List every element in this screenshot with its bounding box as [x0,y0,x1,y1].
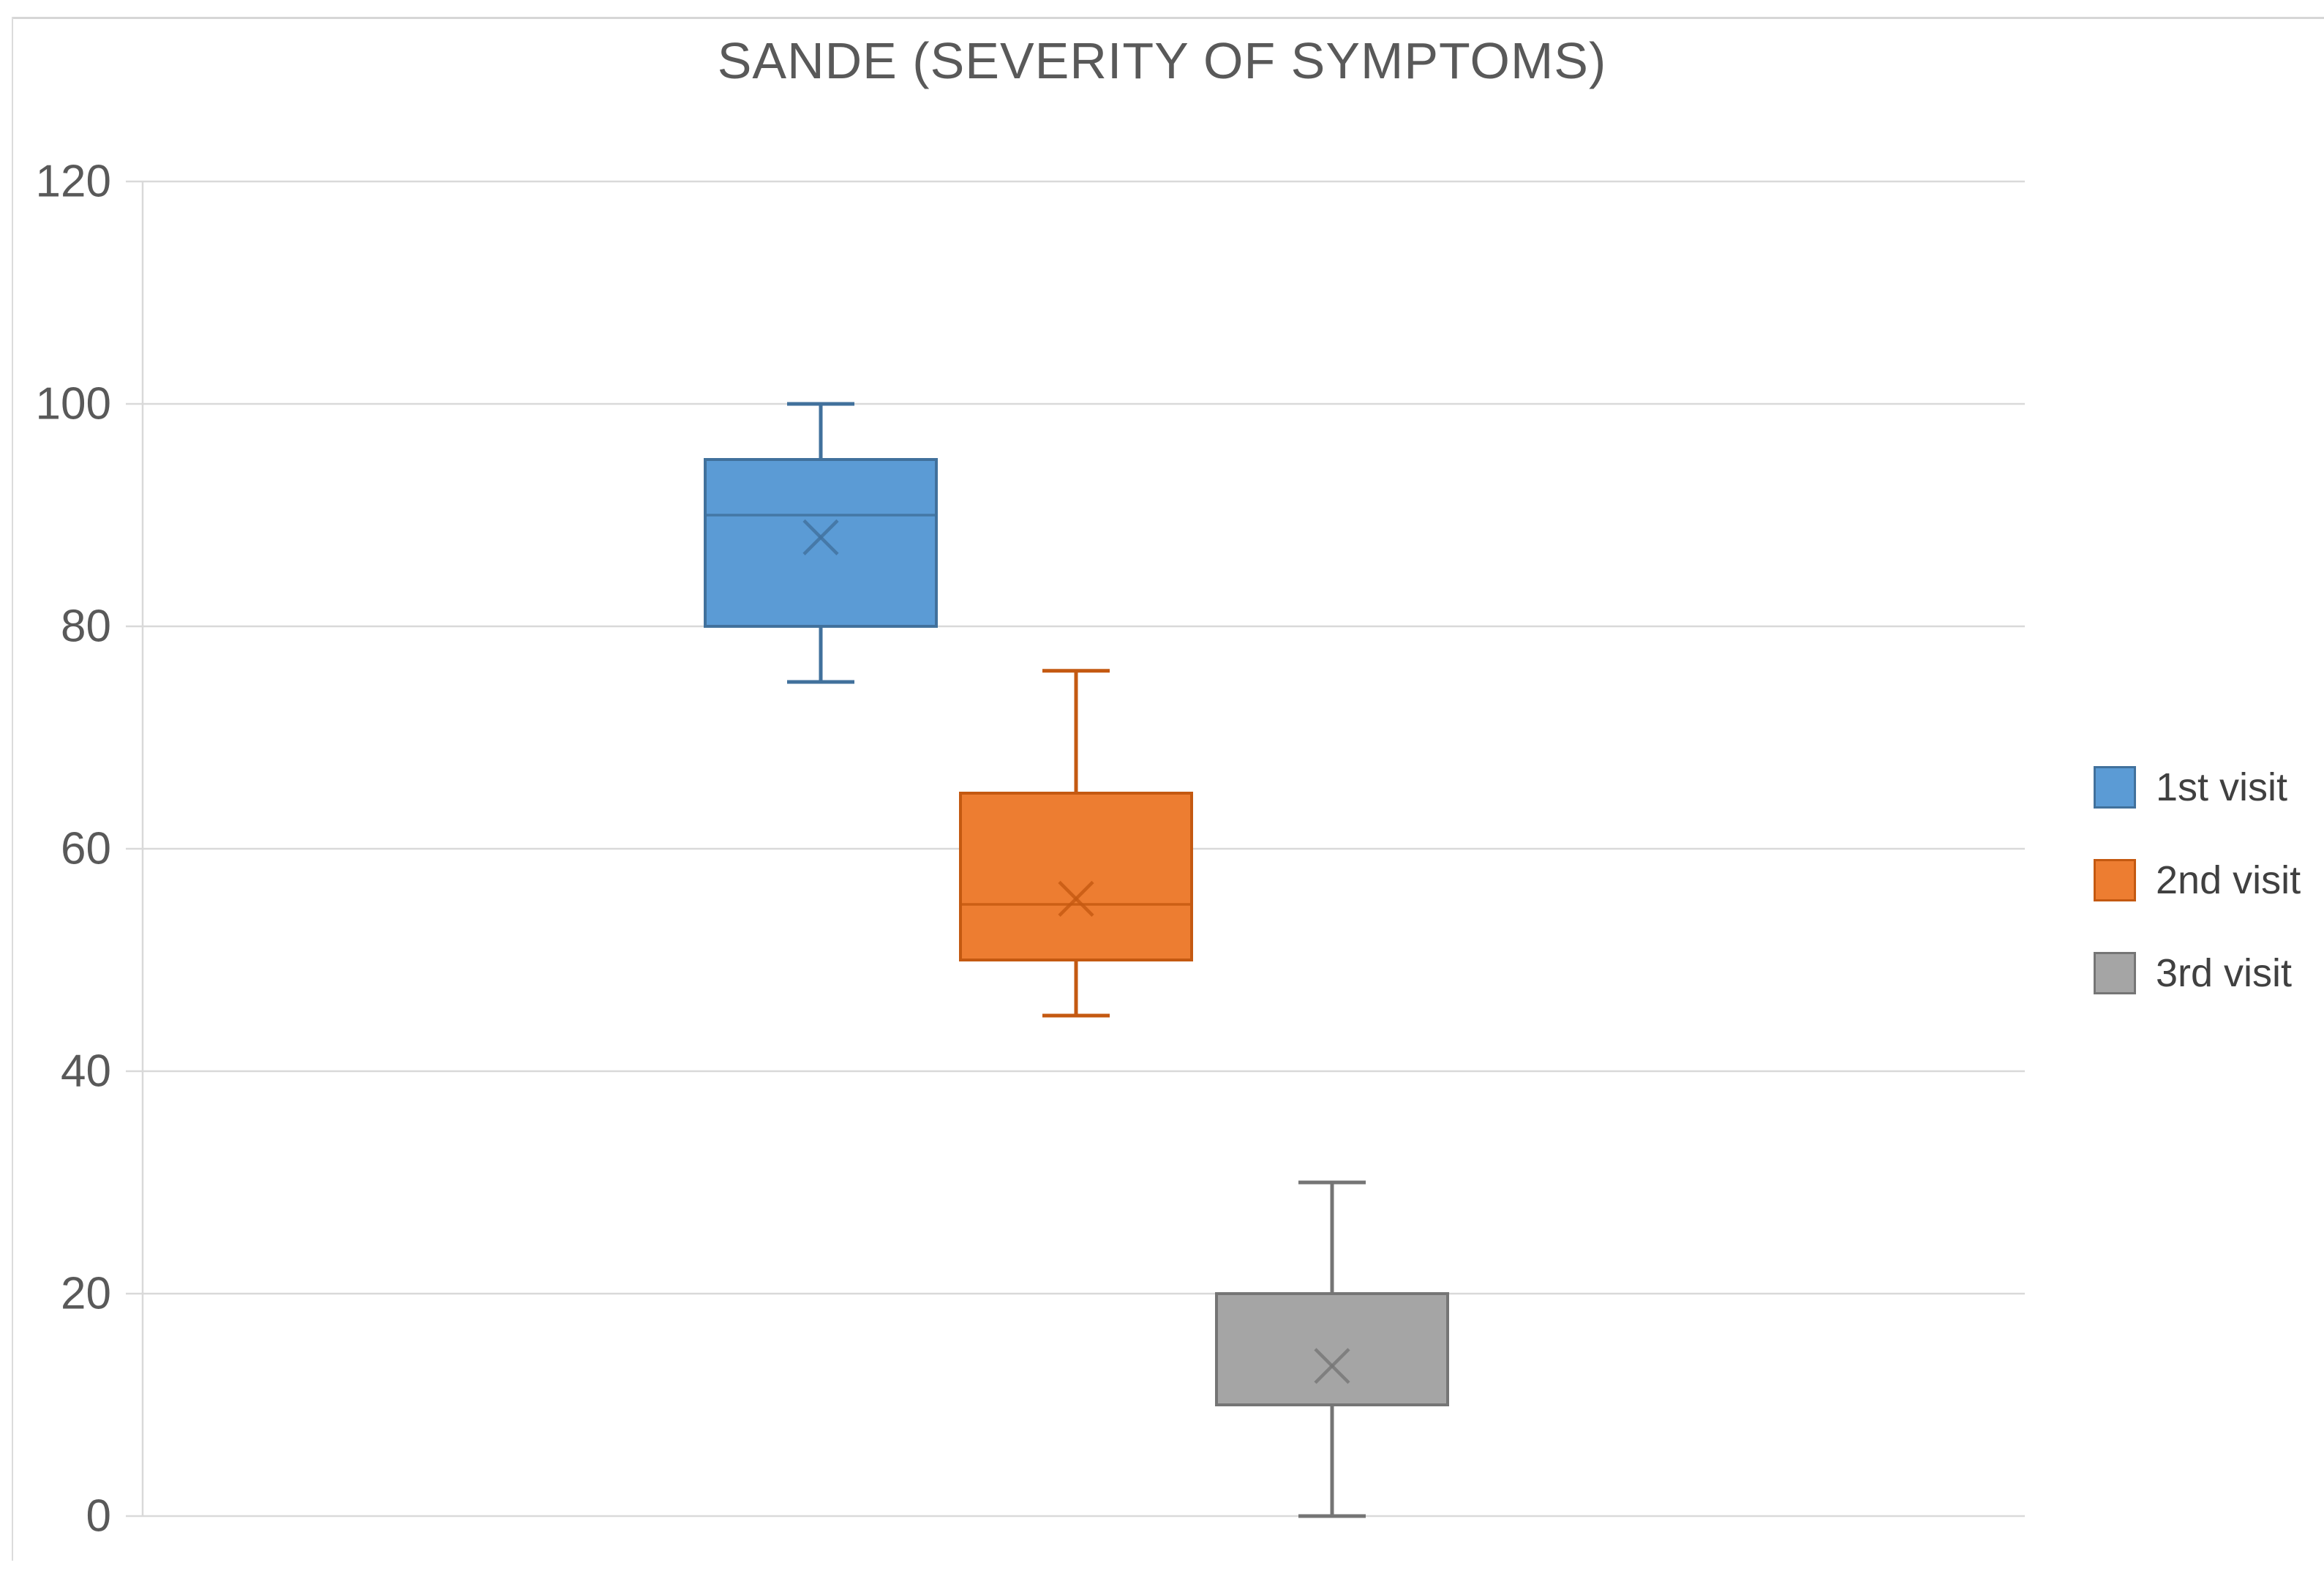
y-axis-tick-label: 120 [36,157,111,207]
legend-swatch-icon [2094,952,2136,994]
chart-border-left-line [12,17,13,1561]
legend-item: 2nd visit [2094,859,2301,901]
y-axis-tick-label: 80 [61,601,111,652]
mean-x-marker [1314,1348,1350,1384]
box [959,792,1193,961]
legend-label: 2nd visit [2156,858,2301,902]
legend-swatch-icon [2094,766,2136,809]
chart-title: SANDE (SEVERITY OF SYMPTOMS) [717,32,1607,89]
y-axis-tick-label: 20 [61,1269,111,1319]
y-axis-tick-label: 40 [61,1046,111,1097]
legend: 1st visit 2nd visit 3rd visit [2094,766,2301,994]
legend-swatch-icon [2094,859,2136,901]
box [1215,1292,1449,1406]
y-axis-tick-label: 0 [86,1491,111,1542]
legend-label: 3rd visit [2156,951,2293,995]
y-axis-tick-label: 100 [36,379,111,430]
legend-item: 1st visit [2094,766,2301,809]
chart-border-top-line [12,17,2324,19]
legend-label: 1st visit [2156,765,2288,809]
legend-item: 3rd visit [2094,952,2301,994]
box [704,458,938,628]
mean-x-marker [1058,880,1094,917]
mean-x-marker [802,519,839,555]
y-axis-tick-label: 60 [61,824,111,874]
